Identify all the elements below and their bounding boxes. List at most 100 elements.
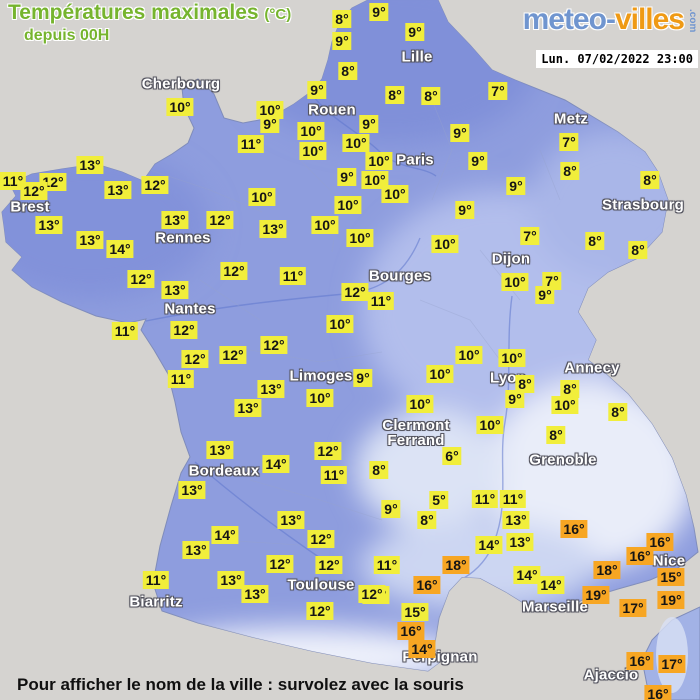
temp-badge[interactable]: 8° — [560, 380, 580, 398]
temp-badge[interactable]: 10° — [299, 142, 327, 160]
temp-badge[interactable]: 10° — [326, 315, 354, 333]
temp-badge[interactable]: 11° — [237, 135, 265, 153]
temp-badge[interactable]: 13° — [161, 211, 189, 229]
temp-badge[interactable]: 8° — [585, 232, 605, 250]
temp-badge[interactable]: 14° — [537, 576, 565, 594]
temp-badge[interactable]: 11° — [367, 292, 395, 310]
temp-badge[interactable]: 12° — [20, 182, 48, 200]
temp-badge[interactable]: 8° — [515, 375, 535, 393]
temp-badge[interactable]: 16° — [626, 547, 654, 565]
temp-badge[interactable]: 14° — [475, 536, 503, 554]
temp-badge[interactable]: 16° — [644, 685, 672, 700]
temp-badge[interactable]: 8° — [369, 461, 389, 479]
temp-badge[interactable]: 8° — [608, 403, 628, 421]
temp-badge[interactable]: 10° — [426, 365, 454, 383]
temp-badge[interactable]: 13° — [257, 380, 285, 398]
temp-badge[interactable]: 9° — [505, 390, 525, 408]
temp-badge[interactable]: 8° — [546, 426, 566, 444]
temp-badge[interactable]: 16° — [646, 533, 674, 551]
temp-badge[interactable]: 9° — [381, 500, 401, 518]
temp-badge[interactable]: 10° — [406, 395, 434, 413]
temp-badge[interactable]: 19° — [582, 586, 610, 604]
temp-badge[interactable]: 16° — [397, 622, 425, 640]
temp-badge[interactable]: 12° — [141, 176, 169, 194]
temp-badge[interactable]: 7° — [542, 272, 562, 290]
temp-badge[interactable]: 10° — [361, 171, 389, 189]
temp-badge[interactable]: 10° — [342, 134, 370, 152]
logo[interactable]: meteo-villes .com — [523, 3, 698, 37]
temp-badge[interactable]: 10° — [431, 235, 459, 253]
temp-badge[interactable]: 14° — [106, 240, 134, 258]
temp-badge[interactable]: 7° — [488, 82, 508, 100]
temp-badge[interactable]: 15° — [657, 568, 685, 586]
temp-badge[interactable]: 8° — [640, 171, 660, 189]
temp-badge[interactable]: 13° — [76, 231, 104, 249]
temp-badge[interactable]: 15° — [401, 603, 429, 621]
temp-badge[interactable]: 10° — [365, 152, 393, 170]
temp-badge[interactable]: 12° — [314, 442, 342, 460]
temp-badge[interactable]: 10° — [297, 122, 325, 140]
temp-badge[interactable]: 9° — [450, 124, 470, 142]
temp-badge[interactable]: 11° — [499, 490, 527, 508]
temp-badge[interactable]: 12° — [306, 602, 334, 620]
temp-badge[interactable]: 9° — [359, 115, 379, 133]
temp-badge[interactable]: 8° — [560, 162, 580, 180]
temp-badge[interactable]: 8° — [417, 511, 437, 529]
temp-badge[interactable]: 14° — [262, 455, 290, 473]
temp-badge[interactable]: 12° — [219, 346, 247, 364]
temp-badge[interactable]: 13° — [277, 511, 305, 529]
temp-badge[interactable]: 14° — [211, 526, 239, 544]
temp-badge[interactable]: 9° — [260, 115, 280, 133]
temp-badge[interactable]: 11° — [320, 466, 348, 484]
temp-badge[interactable]: 12° — [206, 211, 234, 229]
temp-badge[interactable]: 10° — [256, 101, 284, 119]
temp-badge[interactable]: 5° — [429, 491, 449, 509]
temp-badge[interactable]: 10° — [381, 185, 409, 203]
temp-badge[interactable]: 8° — [628, 241, 648, 259]
temp-badge[interactable]: 9° — [332, 32, 352, 50]
temp-badge[interactable]: 8° — [332, 10, 352, 28]
temp-badge[interactable]: 10° — [334, 196, 362, 214]
temp-badge[interactable]: 16° — [626, 652, 654, 670]
temp-badge[interactable]: 10° — [455, 346, 483, 364]
temp-badge[interactable]: 13° — [161, 281, 189, 299]
temp-badge[interactable]: 16° — [413, 576, 441, 594]
temp-badge[interactable]: 9° — [506, 177, 526, 195]
temp-badge[interactable]: 13° — [241, 585, 269, 603]
temp-badge[interactable]: 7° — [559, 133, 579, 151]
temp-badge[interactable]: 11° — [167, 370, 195, 388]
temp-badge[interactable]: 12° — [307, 530, 335, 548]
temp-badge[interactable]: 11° — [111, 322, 139, 340]
temp-badge[interactable]: 12° — [170, 321, 198, 339]
temp-badge[interactable]: 19° — [657, 591, 685, 609]
temp-badge[interactable]: 10° — [311, 216, 339, 234]
temp-badge[interactable]: 9° — [535, 286, 555, 304]
temp-badge[interactable]: 12° — [266, 555, 294, 573]
temp-badge[interactable]: 9° — [307, 81, 327, 99]
temp-badge[interactable]: 11° — [373, 556, 401, 574]
temp-badge[interactable]: 13° — [259, 220, 287, 238]
temp-badge[interactable]: 11° — [142, 571, 170, 589]
temp-badge[interactable]: 13° — [76, 156, 104, 174]
temp-badge[interactable]: 12° — [127, 270, 155, 288]
temp-badge[interactable]: 13° — [506, 533, 534, 551]
temp-badge[interactable]: 11° — [279, 267, 307, 285]
temp-badge[interactable]: 12° — [181, 350, 209, 368]
temp-badge[interactable]: 12° — [358, 585, 386, 603]
temp-badge[interactable]: 17° — [658, 655, 686, 673]
temp-badge[interactable]: 13° — [234, 399, 262, 417]
temp-badge[interactable]: 18° — [442, 556, 470, 574]
temp-badge[interactable]: 8° — [385, 86, 405, 104]
temp-badge[interactable]: 13° — [206, 441, 234, 459]
temp-badge[interactable]: 6° — [442, 447, 462, 465]
temp-badge[interactable]: 10° — [346, 229, 374, 247]
temp-badge[interactable]: 12° — [341, 283, 369, 301]
temp-badge[interactable]: 10° — [166, 98, 194, 116]
temp-badge[interactable]: 18° — [593, 561, 621, 579]
temp-badge[interactable]: 11° — [471, 490, 499, 508]
temp-badge[interactable]: 8° — [421, 87, 441, 105]
temp-badge[interactable]: 13° — [104, 181, 132, 199]
temp-badge[interactable]: 13° — [502, 511, 530, 529]
temp-badge[interactable]: 13° — [182, 541, 210, 559]
temp-badge[interactable]: 8° — [338, 62, 358, 80]
